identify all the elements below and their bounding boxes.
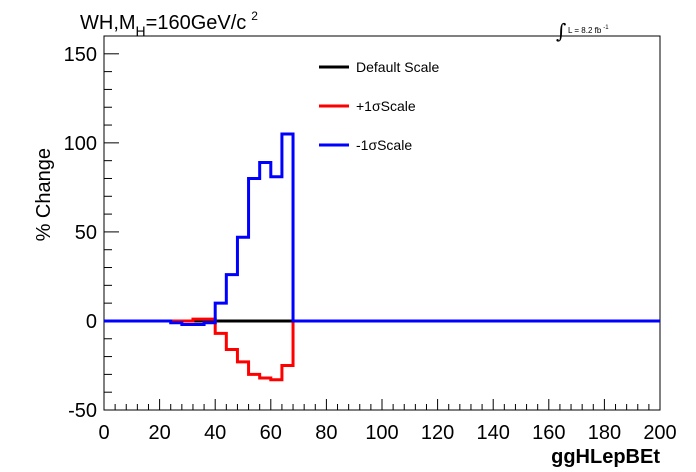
legend-label: Default Scale [356,59,439,75]
legend-label: +1σScale [356,98,416,114]
y-tick-label: 150 [64,44,97,66]
series-line-2 [104,132,660,327]
x-tick-label: 160 [532,422,565,444]
x-tick-label: 140 [477,422,510,444]
y-tick-label: -50 [68,400,97,422]
y-tick-label: 0 [86,311,97,333]
x-tick-label: 40 [204,422,226,444]
x-axis-label: ggHLepBEt [551,446,660,468]
luminosity-text: L = 8.2 fb -1 [568,25,609,35]
x-tick-label: 20 [148,422,170,444]
x-tick-label: 0 [98,422,109,444]
legend: Default Scale +1σScale -1σScale [319,59,439,153]
series-lines [104,132,660,382]
chart-title: WH,MH=160GeV/c 2 [80,9,258,39]
legend-label: -1σScale [356,137,412,153]
y-tick-label: 50 [75,222,97,244]
y-axis-label: % Change [33,148,55,241]
luminosity-label: ∫ L = 8.2 fb -1 [556,19,609,43]
y-tick-label: 100 [64,133,97,155]
integral-symbol: ∫ [556,19,566,43]
x-tick-label: 100 [365,422,398,444]
axis-ticks [103,35,661,411]
x-tick-label: 60 [260,422,282,444]
x-tick-label: 80 [315,422,337,444]
x-tick-label: 180 [588,422,621,444]
x-tick-label: 200 [643,422,676,444]
x-tick-label: 120 [421,422,454,444]
